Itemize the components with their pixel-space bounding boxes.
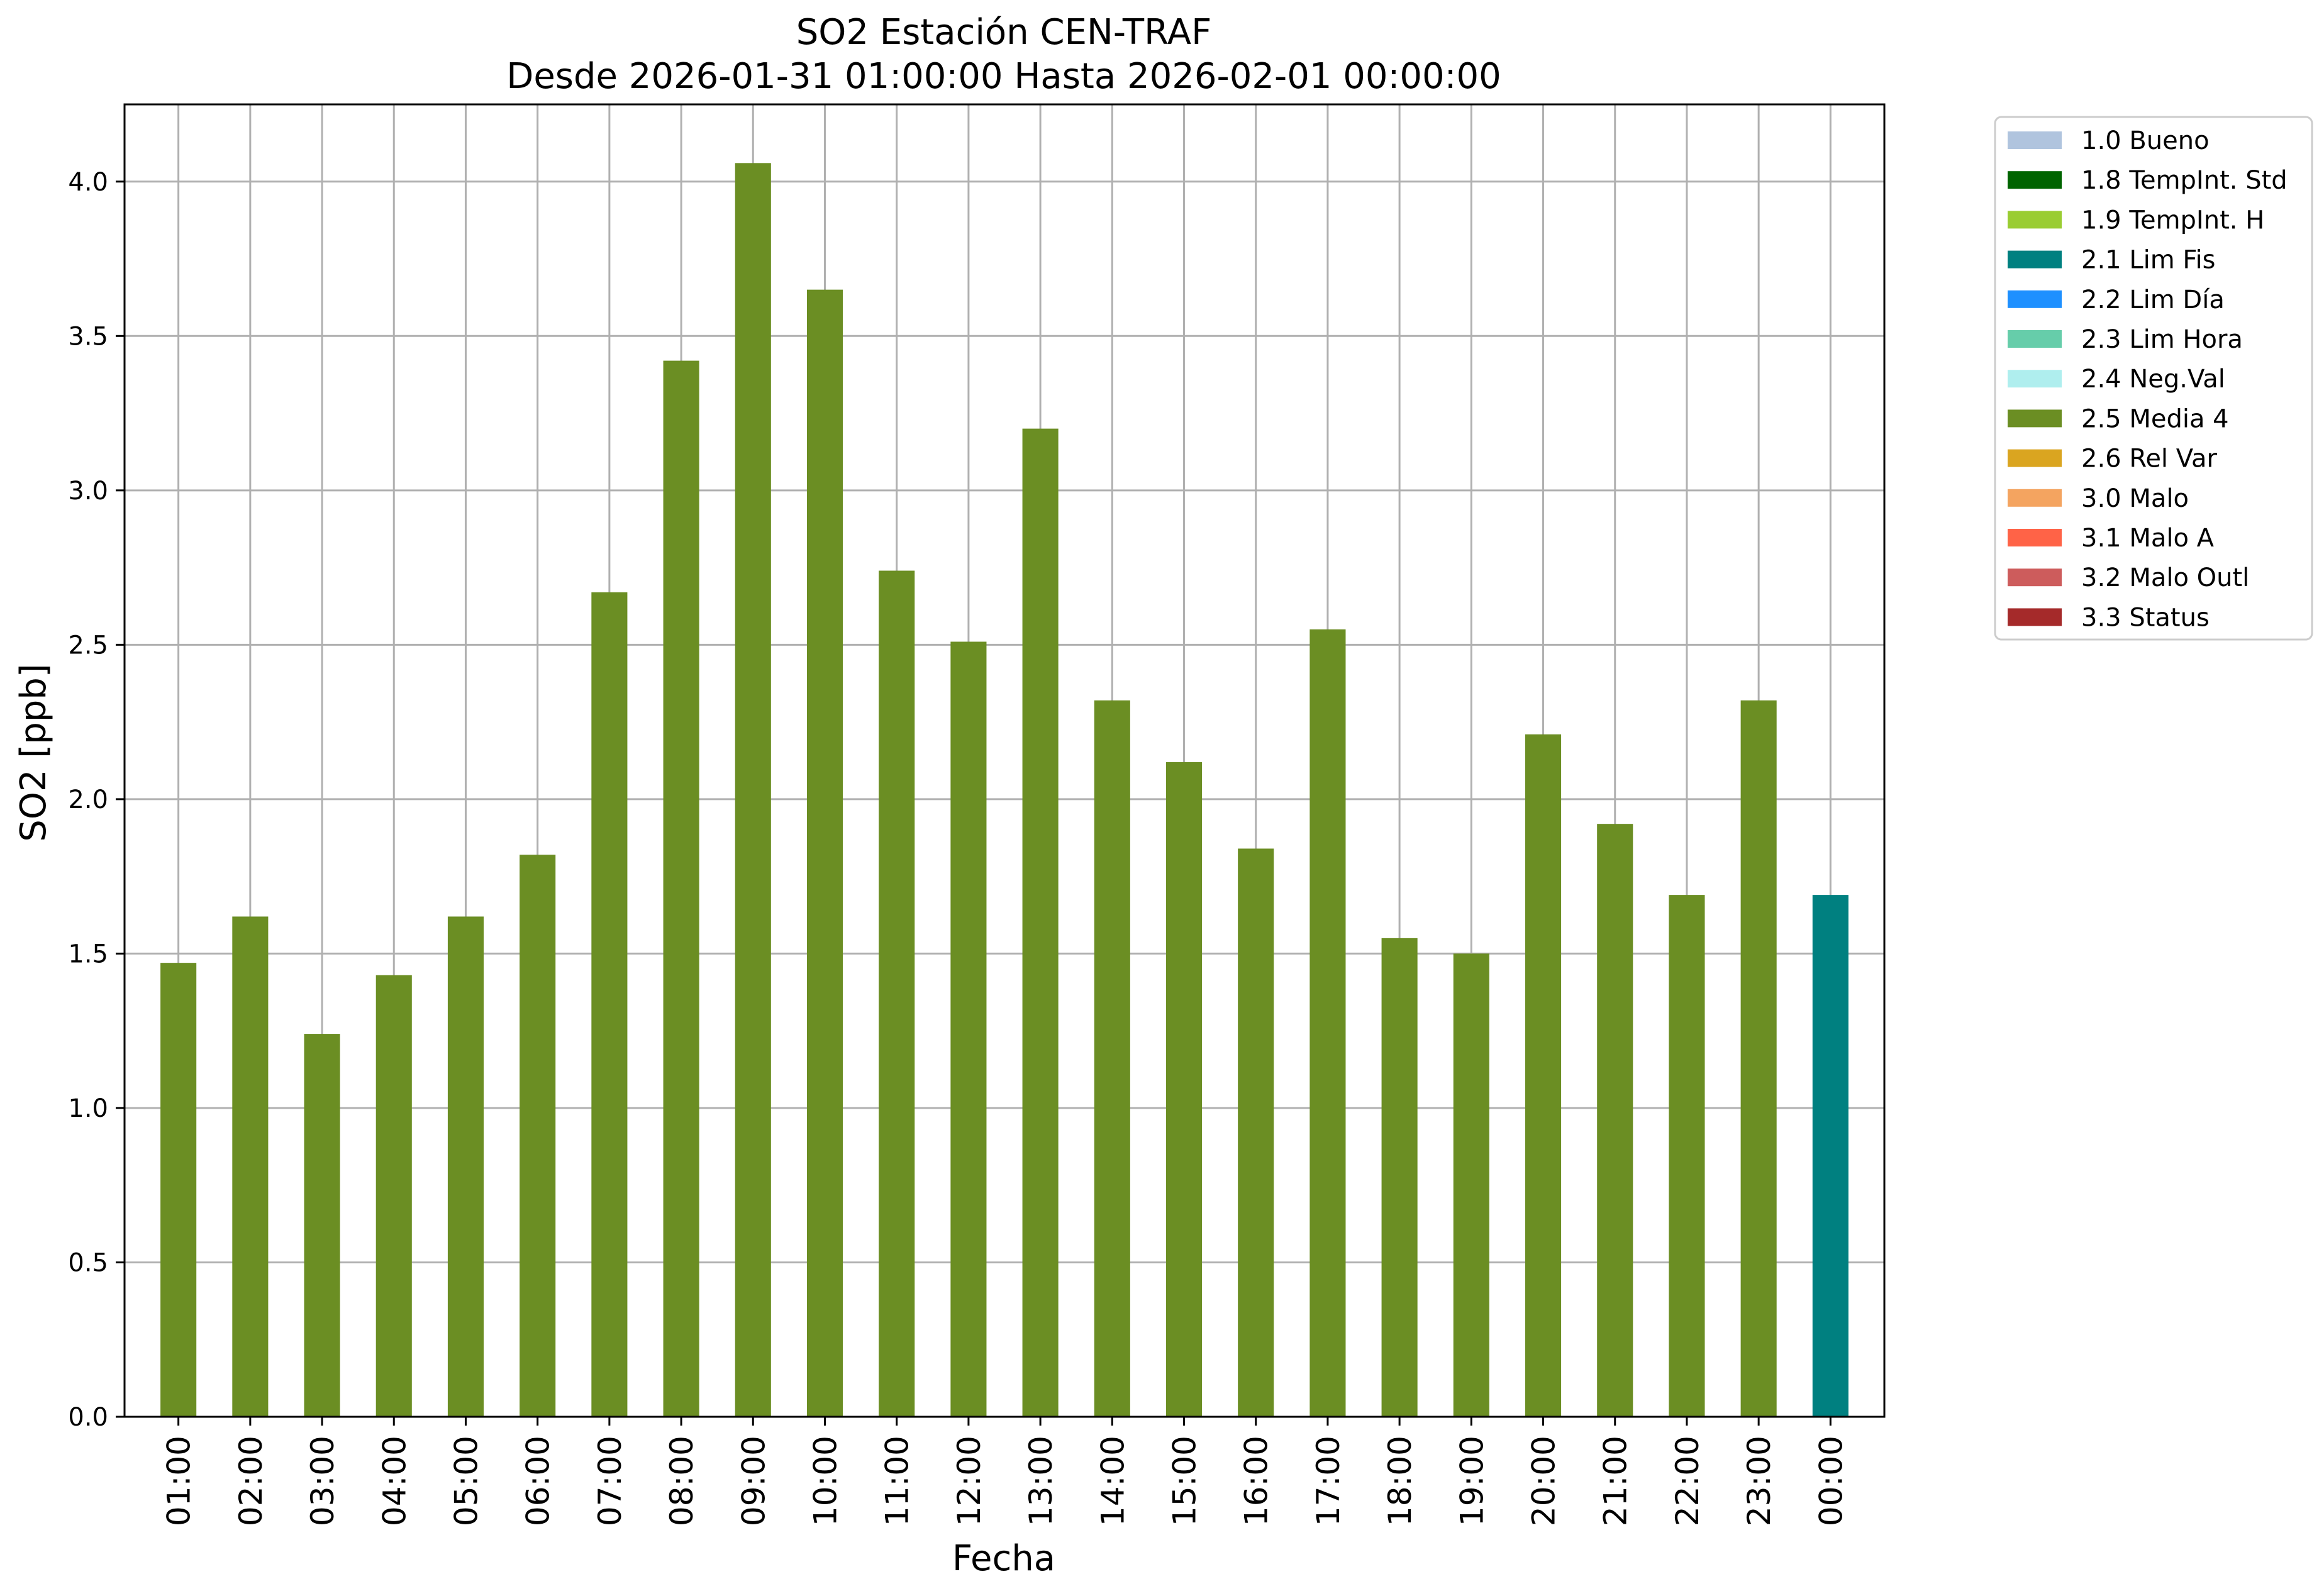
legend-label: 1.9 TempInt. H [2081, 206, 2264, 235]
x-tick-label: 19:00 [1454, 1436, 1490, 1526]
x-tick-label: 21:00 [1598, 1436, 1634, 1526]
legend-label: 2.6 Rel Var [2081, 445, 2218, 474]
legend-label: 1.0 Bueno [2081, 126, 2210, 155]
x-tick-label: 15:00 [1167, 1436, 1203, 1526]
legend-swatch [2008, 489, 2062, 507]
bar-2000 [1525, 734, 1562, 1417]
bar-1600 [1238, 848, 1274, 1417]
x-tick-label: 13:00 [1023, 1436, 1059, 1526]
legend-label: 2.3 Lim Hora [2081, 325, 2243, 354]
bar-0900 [735, 163, 771, 1417]
x-tick-label: 03:00 [304, 1436, 341, 1526]
legend-swatch [2008, 131, 2062, 149]
legend-swatch [2008, 449, 2062, 467]
x-tick-label: 04:00 [376, 1436, 413, 1526]
legend: 1.0 Bueno 1.8 TempInt. Std 1.9 TempInt. H 2… [1994, 116, 2313, 641]
bar-1500 [1165, 762, 1203, 1417]
y-tick-label: 3.5 [68, 322, 108, 351]
y-tick-label: 2.0 [68, 785, 108, 814]
x-tick-label: 17:00 [1310, 1436, 1347, 1526]
legend-swatch [2008, 290, 2062, 308]
x-tick-label: 20:00 [1526, 1436, 1562, 1526]
bar-0100 [160, 963, 197, 1417]
legend-label: 2.2 Lim Día [2081, 285, 2225, 314]
x-tick-label: 18:00 [1382, 1436, 1418, 1526]
y-axis-ticks: 0.0 0.5 1.0 1.5 2.0 2.5 3.0 3.5 4.0 [68, 168, 125, 1432]
x-axis-label: Fecha [952, 1538, 1055, 1579]
x-tick-label: 14:00 [1094, 1436, 1131, 1526]
legend-label: 3.2 Malo Outl [2081, 563, 2249, 592]
y-tick-label: 0.5 [68, 1248, 108, 1277]
y-tick-label: 2.5 [68, 631, 108, 660]
x-tick-label: 11:00 [879, 1436, 916, 1526]
bars [160, 163, 1849, 1417]
bar-1800 [1381, 938, 1418, 1417]
legend-swatch [2008, 250, 2062, 269]
chart-subtitle: Desde 2026-01-31 01:00:00 Hasta 2026-02-… [506, 56, 1501, 97]
x-tick-label: 05:00 [448, 1436, 484, 1526]
legend-swatch [2008, 608, 2062, 626]
bar-2300 [1740, 700, 1777, 1417]
bar-2100 [1597, 824, 1633, 1417]
x-tick-label: 00:00 [1813, 1436, 1849, 1526]
x-tick-label: 08:00 [664, 1436, 700, 1526]
x-tick-label: 22:00 [1669, 1436, 1706, 1526]
bar-0300 [304, 1034, 340, 1417]
x-tick-label: 12:00 [951, 1436, 987, 1526]
bar-0700 [591, 592, 628, 1417]
chart-title: SO2 Estación CEN-TRAF [796, 12, 1212, 53]
bar-1400 [1094, 700, 1130, 1417]
legend-label: 3.3 Status [2081, 603, 2210, 632]
y-axis-label: SO2 [ppb] [13, 663, 54, 841]
y-tick-label: 1.5 [68, 939, 108, 968]
x-tick-label: 23:00 [1741, 1436, 1777, 1526]
x-tick-label: 06:00 [520, 1436, 557, 1526]
legend-label: 2.1 Lim Fis [2081, 246, 2215, 275]
legend-label: 2.4 Neg.Val [2081, 365, 2225, 394]
legend-swatch [2008, 211, 2062, 229]
x-tick-label: 10:00 [807, 1436, 843, 1526]
x-tick-label: 09:00 [735, 1436, 772, 1526]
y-tick-label: 3.0 [68, 477, 108, 506]
x-tick-label: 07:00 [592, 1436, 628, 1526]
legend-swatch [2008, 529, 2062, 546]
plot-area-frame [123, 103, 1886, 1418]
x-tick-label: 01:00 [161, 1436, 197, 1526]
legend-swatch [2008, 370, 2062, 388]
y-tick-label: 1.0 [68, 1094, 108, 1123]
x-tick-label: 16:00 [1238, 1436, 1275, 1526]
legend-swatch [2008, 568, 2062, 587]
legend-label: 1.8 TempInt. Std [2081, 166, 2288, 195]
bar-0000 [1812, 895, 1849, 1417]
legend-frame [1994, 116, 2313, 641]
bar-1200 [950, 641, 987, 1417]
bar-0500 [447, 916, 484, 1417]
y-tick-label: 0.0 [68, 1403, 108, 1432]
bar-1300 [1022, 428, 1059, 1417]
bar-0200 [232, 916, 269, 1417]
legend-label: 3.1 Malo A [2081, 524, 2215, 553]
legend-swatch [2008, 171, 2062, 189]
bar-1000 [806, 289, 843, 1417]
legend-label: 3.0 Malo [2081, 484, 2189, 513]
bar-1100 [879, 570, 915, 1417]
bar-0800 [663, 360, 699, 1417]
legend-swatch [2008, 330, 2062, 348]
bar-1700 [1309, 629, 1346, 1417]
y-tick-label: 4.0 [68, 168, 108, 197]
bar-0400 [375, 975, 412, 1417]
bar-0600 [520, 855, 556, 1417]
legend-label: 2.5 Media 4 [2081, 404, 2229, 433]
bar-2200 [1669, 895, 1705, 1417]
x-tick-label: 02:00 [233, 1436, 269, 1526]
x-axis-ticks: 01:00 02:00 03:00 04:00 05:00 06:00 07:00 08:00… [161, 1417, 1849, 1526]
bar-1900 [1453, 953, 1489, 1417]
legend-swatch [2008, 409, 2062, 428]
